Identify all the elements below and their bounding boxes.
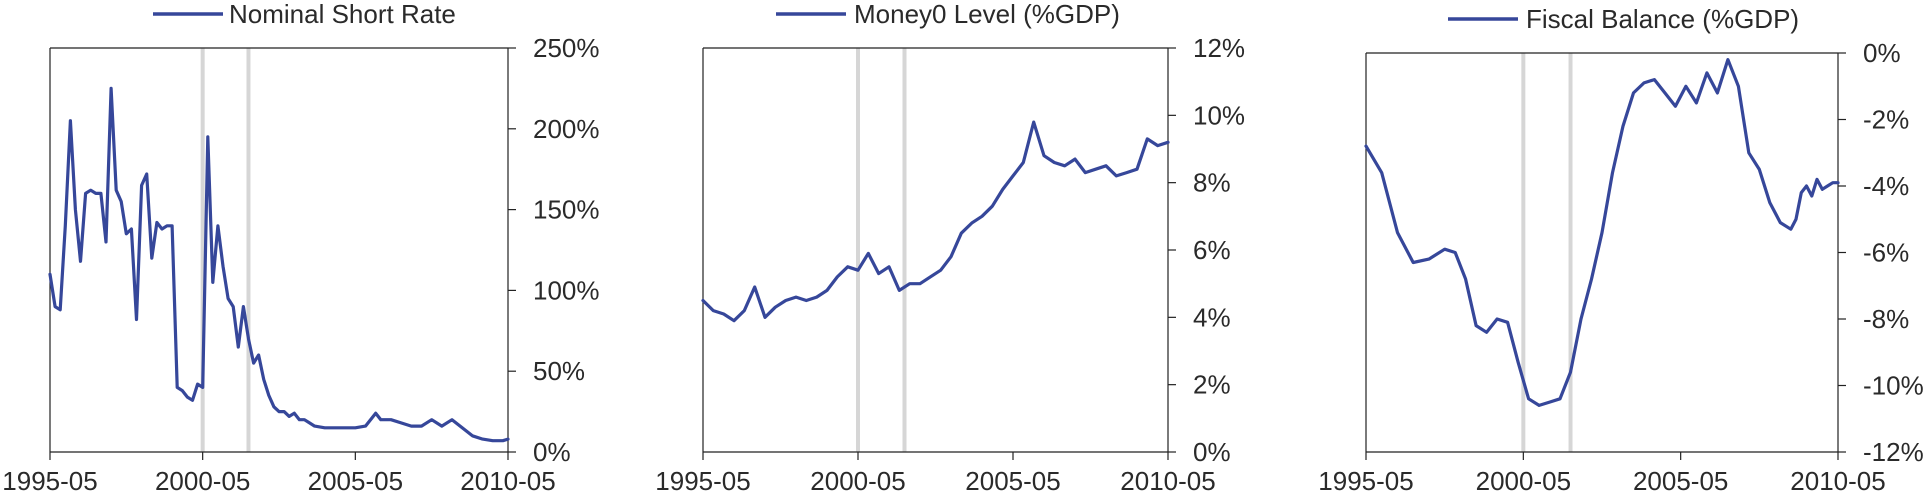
y-tick-label: -4% xyxy=(1863,171,1909,201)
x-tick-label: 1995-05 xyxy=(2,466,97,496)
x-tick-label: 2005-05 xyxy=(1633,466,1728,496)
series-line xyxy=(1364,57,1840,407)
y-tick-label: 6% xyxy=(1193,235,1231,265)
x-tick-label: 2010-05 xyxy=(460,466,555,496)
legend-label: Nominal Short Rate xyxy=(229,0,456,29)
y-tick-label: 0% xyxy=(533,437,571,467)
highlight-band-1 xyxy=(1521,53,1526,452)
chart-3: 0% -2% -4% -6% -8% -10% -12% 1995-05 2000-05 2005… xyxy=(1318,4,1923,496)
y-tick-label: -2% xyxy=(1863,105,1909,135)
x-tick-label: 2005-05 xyxy=(308,466,403,496)
x-tick-label: 2010-05 xyxy=(1120,466,1215,496)
x-tick-label: 1995-05 xyxy=(1318,466,1413,496)
y-tick-label: 0% xyxy=(1193,437,1231,467)
x-tick-label: 2000-05 xyxy=(1476,466,1571,496)
highlight-band-2 xyxy=(1568,53,1573,452)
y-tick-label: -10% xyxy=(1863,371,1924,401)
x-tick-label: 1995-05 xyxy=(655,466,750,496)
y-tick-label: 0% xyxy=(1863,38,1901,68)
y-tick-label: 4% xyxy=(1193,302,1231,332)
y-tick-label: -8% xyxy=(1863,304,1909,334)
y-tick-label: -12% xyxy=(1863,437,1924,467)
y-tick-label: -6% xyxy=(1863,238,1909,268)
series-line xyxy=(48,86,510,443)
x-tick-label: 2000-05 xyxy=(155,466,250,496)
y-tick-label: 10% xyxy=(1193,100,1245,130)
highlight-band-1 xyxy=(200,48,205,452)
y-tick-label: 12% xyxy=(1193,33,1245,63)
x-tick-label: 2005-05 xyxy=(965,466,1060,496)
y-tick-label: 150% xyxy=(533,195,600,225)
legend-label: Fiscal Balance (%GDP) xyxy=(1526,4,1799,34)
legend-label: Money0 Level (%GDP) xyxy=(854,0,1120,29)
chart-2: 12% 10% 8% 6% 4% 2% 0% 1995-05 2000-05 2005-05 201… xyxy=(655,0,1245,496)
y-tick-label: 8% xyxy=(1193,168,1231,198)
highlight-band-2 xyxy=(902,48,907,452)
y-tick-label: 100% xyxy=(533,275,600,305)
x-tick-label: 2000-05 xyxy=(810,466,905,496)
highlight-band-1 xyxy=(856,48,860,452)
y-tick-label: 50% xyxy=(533,356,585,386)
y-tick-label: 2% xyxy=(1193,370,1231,400)
y-tick-label: 200% xyxy=(533,114,600,144)
x-tick-label: 2010-05 xyxy=(1790,466,1885,496)
highlight-band-2 xyxy=(246,48,251,452)
y-tick-label: 250% xyxy=(533,33,600,63)
series-line xyxy=(701,120,1170,323)
chart-1: 250% 200% 150% 100% 50% 0% 1995-05 2000-05 2005-… xyxy=(2,0,599,496)
